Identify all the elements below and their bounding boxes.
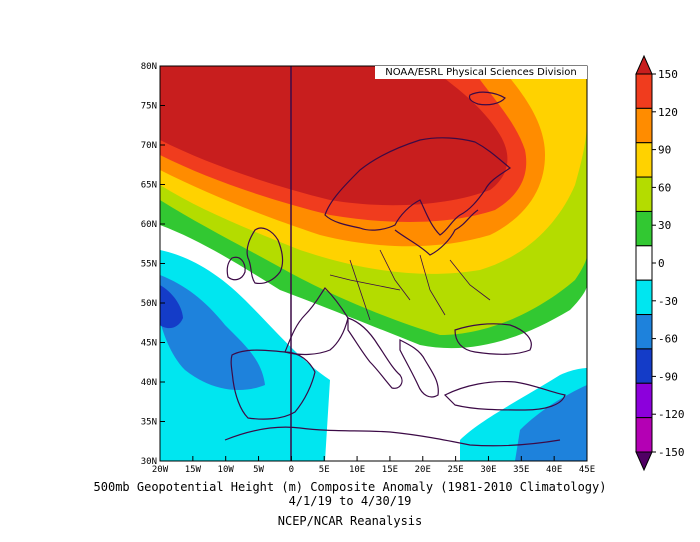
credit-label: NOAA/ESRL Physical Sciences Division <box>375 66 587 79</box>
colorbar-label: 150 <box>658 68 678 81</box>
colorbar-segment <box>635 314 653 350</box>
colorbar-label: -90 <box>658 370 678 383</box>
lon-tick-label: 20E <box>415 465 431 475</box>
lon-tick-label: 15E <box>382 465 398 475</box>
lat-tick-label: 45N <box>141 339 157 349</box>
coastline-north-africa <box>224 426 561 447</box>
lat-tick-label: 50N <box>141 299 157 309</box>
lat-tick-label: 75N <box>141 102 157 112</box>
anomaly-field <box>160 66 587 461</box>
lat-tick-label: 65N <box>141 181 157 191</box>
lon-tick-label: 10W <box>218 465 235 475</box>
border-lines <box>329 249 491 321</box>
coastline-france <box>284 287 349 356</box>
longitude-axis: 20W 15W 10W 5W 0 5E 10E 15E 20E 25E 30E 35E 40E 45E <box>152 456 595 475</box>
lon-tick-label: 10E <box>349 465 365 475</box>
colorbar-label: 30 <box>658 219 671 232</box>
colorbar: 150 120 90 60 30 0 -30 -60 -90 -120 -150 <box>635 54 685 472</box>
colorbar-segment <box>635 348 653 384</box>
coastline-baltic <box>394 209 479 256</box>
colorbar-segment <box>635 210 653 247</box>
lon-tick-label: 30E <box>480 465 496 475</box>
colorbar-segment <box>635 142 653 178</box>
lat-tick-label: 60N <box>141 220 157 230</box>
caption-date-range: 4/1/19 to 4/30/19 <box>288 494 412 508</box>
lon-tick-label: 20W <box>152 465 169 475</box>
colorbar-label: -120 <box>658 408 685 421</box>
lon-tick-label: 15W <box>185 465 202 475</box>
colorbar-label: -60 <box>658 333 678 346</box>
colorbar-label: 60 <box>658 181 671 194</box>
coastline-greece-balkans <box>399 339 439 398</box>
colorbar-segment <box>635 245 653 281</box>
lon-tick-label: 5E <box>319 465 330 475</box>
colorbar-segment <box>635 176 653 212</box>
colorbar-top-arrow <box>635 54 653 75</box>
caption-source: NCEP/NCAR Reanalysis <box>277 514 423 528</box>
lon-tick-label: 45E <box>579 465 595 475</box>
lon-tick-label: 35E <box>513 465 529 475</box>
lat-tick-label: 35N <box>141 418 157 428</box>
lat-tick-label: 80N <box>141 62 157 72</box>
lon-tick-label: 5W <box>253 465 264 475</box>
negative-anomaly-west-core2 <box>160 285 183 329</box>
colorbar-label: -30 <box>658 295 678 308</box>
colorbar-segment <box>635 73 653 109</box>
coastline-arctic-islands <box>468 91 506 106</box>
negative-anomaly-west-core <box>160 275 265 390</box>
positive-anomaly-max <box>160 66 508 206</box>
coastlines <box>224 91 566 447</box>
colorbar-label: 0 <box>658 257 665 270</box>
negative-anomaly-south <box>240 390 300 461</box>
coastline-british-isles <box>246 227 284 285</box>
lat-tick-label: 30N <box>141 457 157 467</box>
colorbar-bottom-arrow <box>635 451 653 472</box>
caption-title: 500mb Geopotential Height (m) Composite … <box>93 480 607 494</box>
colorbar-segment <box>635 382 653 419</box>
lat-tick-label: 55N <box>141 260 157 270</box>
colorbar-segment <box>635 107 653 144</box>
lon-tick-label: 40E <box>546 465 562 475</box>
coastline-scandinavia <box>324 137 512 236</box>
lon-tick-label: 0 <box>289 465 294 475</box>
negative-anomaly-east-core <box>515 385 587 461</box>
lat-tick-label: 40N <box>141 378 157 388</box>
colorbar-segment <box>635 417 653 453</box>
lon-tick-label: 25E <box>447 465 463 475</box>
colorbar-label: 90 <box>658 144 671 157</box>
coastline-black-sea <box>454 323 532 355</box>
colorbar-label: 120 <box>658 106 678 119</box>
coastline-ireland <box>226 256 246 281</box>
colorbar-segment <box>635 279 653 316</box>
colorbar-label: -150 <box>658 446 685 459</box>
coastline-italy <box>347 317 403 389</box>
coastline-turkey <box>443 380 566 411</box>
lat-tick-label: 70N <box>141 141 157 151</box>
latitude-axis: 80N 75N 70N 65N 60N 55N 50N 45N 40N 35N 30N <box>141 62 165 467</box>
